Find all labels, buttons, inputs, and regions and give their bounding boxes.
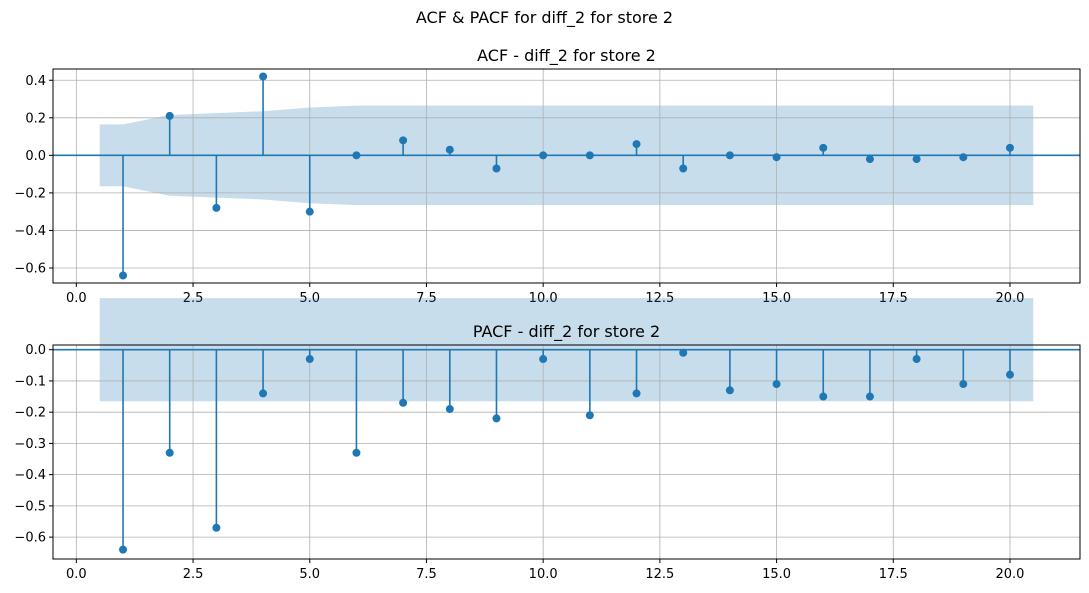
pacf-xtick-label: 5.0	[299, 567, 320, 582]
acf-marker	[539, 151, 548, 160]
acf-xtick-label: 12.5	[645, 291, 674, 306]
pacf-axes-frame	[52, 344, 1081, 560]
pacf-marker	[539, 355, 548, 364]
acf-marker	[492, 164, 501, 173]
pacf-ytick-label: −0.2	[14, 406, 46, 421]
pacf-xtick-label: 7.5	[416, 567, 437, 582]
pacf-marker	[259, 389, 268, 398]
pacf-xtick-label: 10.0	[529, 567, 558, 582]
acf-xtick-label: 10.0	[529, 291, 558, 306]
acf-axes-frame	[52, 68, 1081, 284]
pacf-marker	[212, 523, 221, 532]
acf-marker	[399, 136, 408, 145]
acf-xtick-label: 7.5	[416, 291, 437, 306]
figure-suptitle: ACF & PACF for diff_2 for store 2	[415, 8, 674, 27]
pacf-marker	[772, 380, 781, 389]
acf-xtick-label: 15.0	[762, 291, 791, 306]
pacf-xtick-label: 2.5	[183, 567, 204, 582]
acf-marker	[165, 111, 174, 120]
pacf-xtick-label: 0.0	[66, 567, 87, 582]
acf-marker	[352, 151, 361, 160]
acf-ytick-label: −0.4	[14, 224, 46, 239]
acf-marker	[772, 153, 781, 162]
pacf-marker	[445, 405, 454, 414]
acf-marker	[1005, 143, 1014, 152]
pacf-marker	[819, 392, 828, 401]
acf-ytick-label: 0.4	[25, 74, 46, 89]
pacf-marker	[912, 355, 921, 364]
pacf-marker	[865, 392, 874, 401]
pacf-marker	[399, 398, 408, 407]
acf-marker	[679, 164, 688, 173]
pacf-panel: 0.0 2.5 5.0 7.5 10.0 12.5 15.0 17.5 20.0 −0.6 −0.5…	[14, 298, 1081, 582]
acf-marker	[259, 72, 268, 81]
acf-xtick-label: 0.0	[66, 291, 87, 306]
acf-title: ACF - diff_2 for store 2	[477, 46, 656, 66]
pacf-marker	[305, 355, 314, 364]
acf-xtick-label: 2.5	[183, 291, 204, 306]
acf-marker	[819, 143, 828, 152]
acf-xtick-label: 20.0	[996, 291, 1025, 306]
pacf-marker	[165, 448, 174, 457]
acf-ytick-label: −0.2	[14, 186, 46, 201]
pacf-xtick-label: 15.0	[762, 567, 791, 582]
acf-marker	[212, 203, 221, 212]
acf-marker	[445, 145, 454, 154]
acf-ytick-label: 0.2	[25, 111, 46, 126]
pacf-ytick-label: 0.0	[25, 343, 46, 358]
pacf-xtick-label: 12.5	[645, 567, 674, 582]
acf-xtick-label: 5.0	[299, 291, 320, 306]
acf-marker	[959, 153, 968, 162]
pacf-title: PACF - diff_2 for store 2	[473, 322, 660, 342]
pacf-marker	[119, 545, 128, 554]
pacf-ytick-label: −0.5	[14, 499, 46, 514]
pacf-xtick-label: 20.0	[996, 567, 1025, 582]
acf-marker	[119, 271, 128, 280]
pacf-marker	[352, 448, 361, 457]
pacf-marker	[492, 414, 501, 423]
pacf-ytick-label: −0.1	[14, 374, 46, 389]
pacf-marker	[1005, 370, 1014, 379]
pacf-ytick-label: −0.6	[14, 531, 46, 546]
pacf-marker	[725, 386, 734, 395]
pacf-marker	[679, 348, 688, 357]
acf-marker	[585, 151, 594, 160]
pacf-ytick-label: −0.4	[14, 468, 46, 483]
acf-marker	[305, 207, 314, 216]
acf-marker	[632, 140, 641, 149]
acf-ytick-label: −0.6	[14, 261, 46, 276]
acf-ytick-label: 0.0	[25, 149, 46, 164]
pacf-ytick-label: −0.3	[14, 437, 46, 452]
pacf-marker	[959, 380, 968, 389]
pacf-xtick-label: 17.5	[879, 567, 908, 582]
acf-marker	[912, 155, 921, 164]
acf-marker	[725, 151, 734, 160]
acf-marker	[865, 155, 874, 164]
pacf-marker	[632, 389, 641, 398]
acf-panel: 0.0 2.5 5.0 7.5 10.0 12.5 15.0 17.5 20.0 −0.6 −0.4…	[14, 46, 1081, 306]
acf-xtick-label: 17.5	[879, 291, 908, 306]
pacf-marker	[585, 411, 594, 420]
